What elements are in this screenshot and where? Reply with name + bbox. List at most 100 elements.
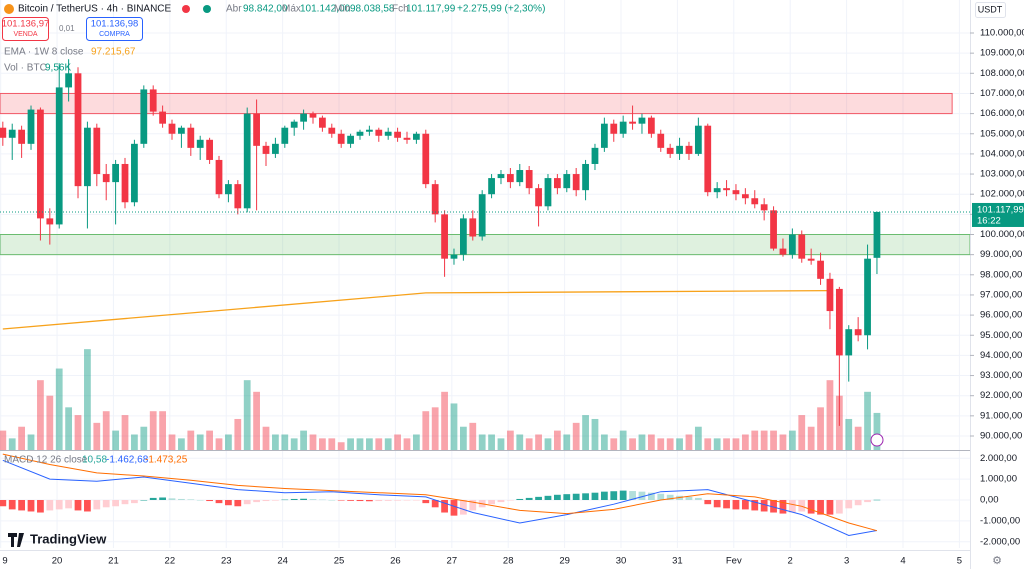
candle-body [704, 125, 712, 193]
x-tick-label: 5 [957, 556, 962, 567]
candle-body [788, 234, 796, 255]
volume-bar [779, 434, 787, 450]
candle-body [553, 178, 561, 189]
sell-button[interactable] [2, 17, 49, 41]
y-tick-label: 103.000,00 [980, 169, 1024, 180]
x-tick-label: 25 [334, 556, 345, 567]
candle-body [835, 288, 843, 356]
candle-body [525, 170, 533, 189]
candle-body [676, 145, 683, 154]
candle-body [864, 258, 871, 336]
candle-body [591, 147, 599, 164]
y2-tick-label: 0,00 [980, 495, 999, 506]
candle-body [760, 204, 768, 211]
candle-body [375, 129, 383, 136]
macd-histogram-bar [864, 500, 871, 503]
volume-bar [65, 407, 72, 450]
settings-icon[interactable]: ⚙ [992, 555, 1002, 567]
y-tick-label: 90.000,00 [980, 431, 1022, 442]
candle-body [253, 113, 260, 146]
y-tick-label: 110.000,00 [980, 28, 1024, 39]
buy-price: 101.136,98 [91, 19, 139, 30]
macd-histogram-bar [741, 500, 749, 510]
candle-body [0, 127, 7, 138]
volume-bar [196, 434, 204, 450]
symbol-icon [4, 4, 14, 14]
candle-body [290, 121, 298, 128]
macd-histogram-bar [140, 500, 148, 501]
x-tick-label: 30 [616, 556, 627, 567]
macd-histogram-bar [215, 500, 223, 504]
volume-bar [854, 426, 862, 450]
macd-histogram-bar [807, 500, 815, 514]
candle-body [18, 129, 26, 144]
candle-body [319, 117, 326, 128]
x-tick-label: 29 [559, 556, 570, 567]
candle-body [572, 174, 580, 191]
volume-bar [864, 391, 871, 450]
candle-body [112, 163, 119, 183]
volume-bar [37, 380, 44, 450]
volume-bar [647, 434, 655, 450]
volume-bar [215, 438, 223, 450]
volume-bar [459, 426, 467, 450]
volume-bar [74, 415, 82, 450]
volume-bar [187, 430, 195, 450]
macd-histogram-bar [149, 497, 157, 500]
y-tick-label: 104.000,00 [980, 148, 1024, 159]
candle-body [46, 218, 54, 225]
volume-bar [93, 422, 101, 450]
macd-histogram-bar [65, 500, 72, 509]
y-tick-label: 108.000,00 [980, 68, 1024, 79]
x-tick-label: 24 [277, 556, 288, 567]
x-tick-label: 26 [390, 556, 401, 567]
candle-body [65, 73, 72, 88]
candle-body [37, 109, 44, 219]
volume-bar [337, 442, 345, 450]
candle-body [779, 248, 787, 255]
macd-histogram-bar [18, 500, 26, 511]
candle-body [638, 117, 646, 124]
open-value: 98.842,00 [243, 4, 288, 15]
candle-body [366, 129, 373, 132]
macd-histogram-bar [563, 494, 571, 500]
candle-body [854, 329, 862, 336]
y-tick-label: 109.000,00 [980, 48, 1024, 59]
macd-histogram-bar [629, 491, 636, 500]
macd-histogram-bar [760, 500, 768, 512]
candle-body [394, 131, 401, 138]
event-marker[interactable] [870, 433, 884, 447]
volume-bar [760, 430, 768, 450]
macd-histogram-bar [516, 498, 524, 500]
buy-button[interactable] [86, 17, 143, 41]
candle-body [149, 89, 157, 112]
macd-histogram-bar [704, 500, 712, 505]
currency-button[interactable] [975, 2, 1006, 18]
macd-histogram-bar [309, 499, 317, 500]
macd-histogram-bar [84, 500, 91, 512]
macd-histogram-bar [873, 499, 881, 501]
candle-body [196, 139, 204, 148]
candle-body [27, 109, 35, 144]
macd-histogram-bar [582, 493, 589, 500]
price-badge [972, 202, 1024, 227]
candle-body [441, 214, 448, 259]
candle-body [845, 329, 853, 356]
volume-bar [610, 438, 618, 450]
candle-body [403, 137, 411, 140]
close-value: 101.117,99 [406, 4, 456, 15]
y2-tick-label: 1.000,00 [980, 474, 1017, 485]
macd-value: -1.462,68 [106, 455, 149, 466]
sell-label: VENDA [13, 31, 37, 38]
macd-histogram-bar [131, 500, 138, 504]
macd-histogram-bar [413, 500, 420, 501]
volume-bar [262, 426, 270, 450]
volume-bar [582, 415, 589, 450]
macd-histogram-bar [0, 500, 7, 507]
macd-histogram-bar [854, 500, 862, 506]
ema-line [2, 289, 831, 330]
high-label: Máx [282, 4, 301, 15]
candle-body [121, 163, 129, 203]
candle-body [309, 113, 317, 118]
